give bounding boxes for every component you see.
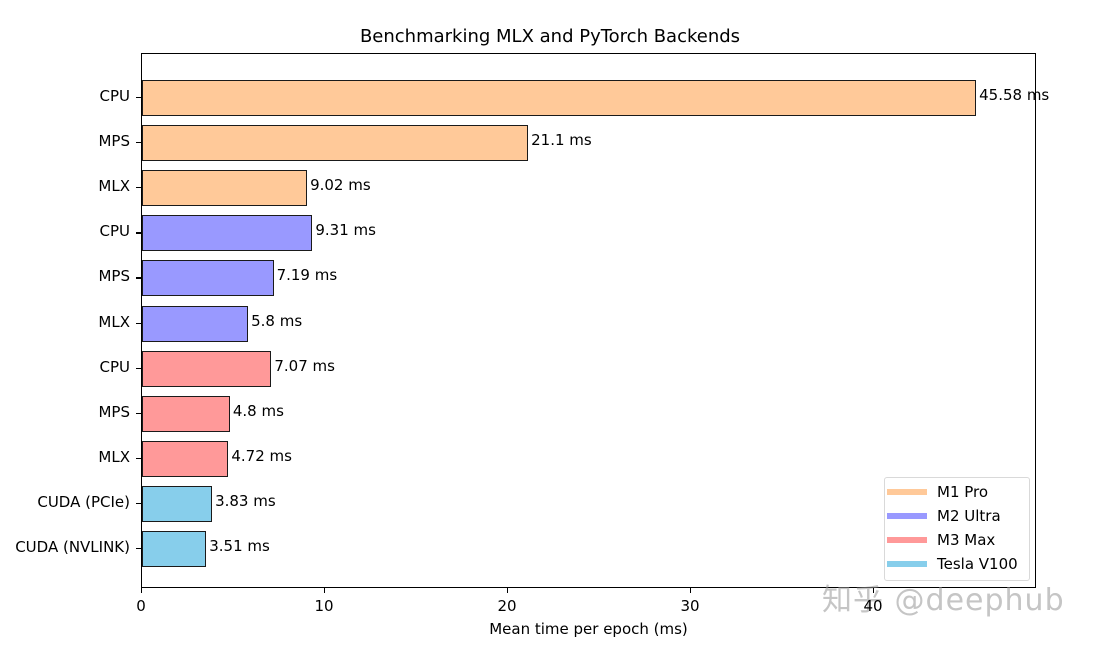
- bar-value-label: 9.02 ms: [310, 176, 371, 195]
- bar-value-label: 7.19 ms: [276, 266, 338, 285]
- bar: [142, 485, 213, 522]
- bar-value-label: 3.51 ms: [209, 537, 270, 555]
- x-tick-label: 40: [863, 597, 883, 615]
- y-tick-label: CUDA (PCIe): [37, 492, 130, 511]
- bar-value-label: 9.31 ms: [315, 221, 376, 240]
- legend: M1 Pro M2 Ultra M3 Max Tesla V100: [884, 477, 1030, 581]
- x-tick-label: 20: [497, 597, 517, 615]
- x-tick-label: 30: [680, 597, 700, 615]
- x-tick-label: 0: [136, 597, 146, 615]
- x-tick: [507, 588, 509, 593]
- x-tick: [324, 588, 326, 593]
- legend-swatch-icon: [887, 537, 927, 543]
- x-tick: [690, 588, 692, 593]
- legend-label: Tesla V100: [937, 555, 1018, 573]
- bar: [142, 395, 230, 432]
- legend-label: M3 Max: [937, 531, 996, 549]
- bar: [142, 80, 977, 116]
- bar-value-label: 5.8 ms: [251, 311, 303, 330]
- y-tick-label: MLX: [98, 177, 130, 196]
- bar-value-label: 21.1 ms: [531, 131, 592, 150]
- legend-swatch-icon: [887, 513, 927, 519]
- y-tick: [136, 412, 141, 414]
- watermark: 知乎 @deephub: [822, 583, 1065, 618]
- legend-item: M3 Max: [887, 531, 995, 549]
- bar: [142, 125, 529, 162]
- legend-item: M2 Ultra: [887, 507, 1001, 525]
- bar: [142, 350, 272, 387]
- chart-title: Benchmarking MLX and PyTorch Backends: [359, 26, 741, 47]
- y-tick: [136, 322, 141, 324]
- y-tick-label: CPU: [99, 222, 131, 241]
- y-tick-label: MPS: [98, 267, 130, 286]
- y-tick: [136, 232, 141, 234]
- y-tick-label: MPS: [98, 402, 130, 421]
- bar: [142, 215, 313, 252]
- y-tick: [136, 187, 141, 189]
- bar: [142, 260, 274, 297]
- y-tick: [136, 277, 141, 279]
- bar: [142, 440, 229, 477]
- legend-item: Tesla V100: [887, 555, 1018, 573]
- bar-value-label: 4.8 ms: [232, 401, 284, 420]
- y-tick: [136, 502, 141, 505]
- bar-value-label: 4.72 ms: [231, 446, 292, 465]
- legend-label: M1 Pro: [937, 483, 989, 501]
- bar: [142, 531, 207, 567]
- legend-swatch-icon: [887, 489, 927, 495]
- bar-value-label: 3.83 ms: [215, 491, 276, 510]
- bar: [142, 170, 308, 207]
- x-tick-label: 10: [314, 597, 334, 615]
- x-tick: [873, 588, 875, 593]
- y-tick: [136, 97, 141, 99]
- bar-value-label: 7.07 ms: [274, 356, 335, 375]
- y-tick: [136, 142, 141, 144]
- y-tick-label: MLX: [98, 312, 130, 331]
- y-tick-label: CUDA (NVLINK): [15, 538, 130, 556]
- legend-item: M1 Pro: [887, 483, 988, 501]
- y-tick-label: MPS: [98, 132, 130, 151]
- bar: [142, 305, 249, 342]
- y-tick-label: CPU: [99, 87, 131, 105]
- legend-label: M2 Ultra: [937, 507, 1001, 525]
- legend-swatch-icon: [887, 561, 927, 567]
- y-tick-label: MLX: [98, 447, 130, 466]
- x-axis-label: Mean time per epoch (ms): [489, 620, 688, 638]
- y-tick: [136, 367, 141, 369]
- plot-area: [141, 53, 1036, 588]
- bar-value-label: 45.58 ms: [979, 86, 1050, 104]
- y-tick-label: CPU: [99, 357, 131, 376]
- y-tick: [136, 457, 141, 460]
- y-tick: [136, 548, 141, 550]
- x-tick: [141, 588, 143, 593]
